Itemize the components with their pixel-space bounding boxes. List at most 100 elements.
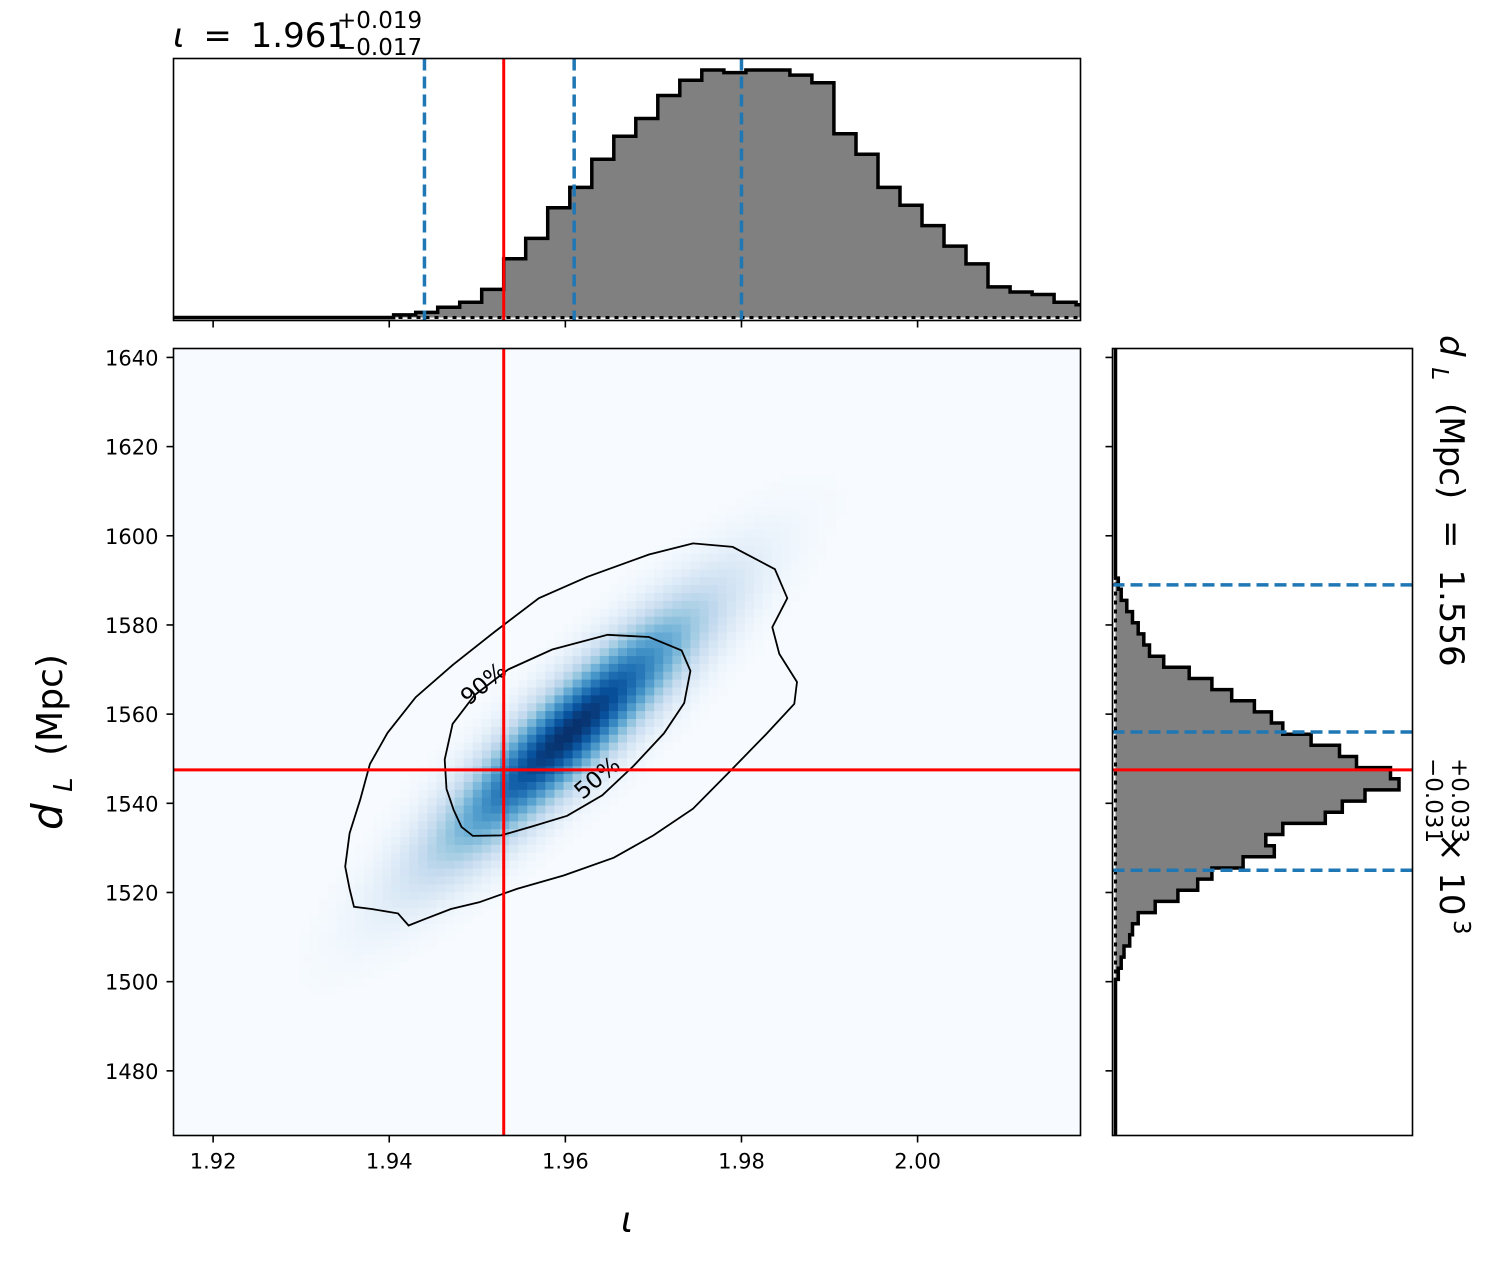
density-cell (808, 521, 819, 531)
density-cell (554, 655, 565, 664)
density-cell (681, 647, 692, 657)
density-cell (717, 521, 728, 531)
density-cell (617, 616, 628, 625)
density-cell (672, 679, 683, 688)
density-cell (436, 742, 447, 751)
density-cell (463, 726, 474, 735)
density-cell (554, 742, 565, 751)
density-cell (363, 852, 374, 861)
density-cell (463, 781, 474, 790)
dl-histogram-bar (1115, 678, 1212, 691)
density-cell (681, 600, 692, 609)
density-cell (627, 686, 637, 696)
density-cell (463, 812, 474, 822)
density-cell (554, 694, 565, 704)
density-cell (699, 568, 710, 578)
density-cell (599, 710, 610, 719)
density-cell (563, 726, 574, 735)
dl-marginal-panel (1105, 347, 1414, 1137)
density-cell (490, 757, 501, 767)
density-cell (799, 568, 809, 578)
density-cell (563, 828, 574, 838)
iota-marginal-frame (172, 57, 1082, 322)
density-cell (735, 600, 746, 609)
density-cell (436, 828, 447, 838)
density-cell (681, 584, 692, 594)
density-cell (545, 742, 556, 751)
iota-histogram-bar (811, 82, 835, 318)
density-cell (672, 616, 683, 625)
density-cell (672, 734, 683, 743)
y-tick-label: 1580 (105, 614, 158, 638)
density-cell (636, 773, 646, 782)
density-cell (418, 891, 429, 900)
density-cell (490, 812, 501, 822)
density-cell (627, 694, 637, 704)
density-cell (608, 757, 619, 767)
density-cell (490, 686, 501, 696)
iota-histogram-bar (1098, 307, 1121, 317)
y-tick-label: 1640 (105, 346, 158, 370)
density-cell (654, 639, 664, 649)
density-cell (581, 694, 592, 704)
density-cell (336, 923, 347, 932)
density-cell (617, 781, 628, 790)
density-cell (481, 828, 492, 838)
density-cell (554, 663, 565, 672)
density-cell (345, 978, 356, 987)
density-cell (663, 608, 673, 617)
density-cell (400, 867, 410, 877)
density-cell (518, 789, 528, 798)
density-cell (481, 844, 492, 853)
iota-marginal-panel (172, 57, 1165, 328)
density-cell (373, 915, 383, 924)
density-cell (744, 631, 755, 641)
iota-histogram-bar (1142, 315, 1165, 318)
dl-histogram-bar (1115, 734, 1312, 746)
density-cell (400, 828, 410, 838)
density-cell (599, 781, 610, 790)
density-cell (518, 812, 528, 822)
density-cell (781, 608, 791, 617)
density-cell (690, 647, 701, 657)
dl-histogram-bar (1115, 745, 1340, 757)
density-cell (472, 883, 483, 893)
density-cell (590, 757, 601, 767)
y-tick-label: 1560 (105, 703, 158, 727)
density-cell (336, 891, 347, 900)
density-cell (445, 923, 456, 932)
density-cell (345, 860, 356, 869)
density-cell (690, 686, 701, 696)
density-cell (717, 647, 728, 657)
density-cell (617, 576, 628, 586)
density-cell (563, 718, 574, 727)
density-cell (772, 537, 782, 546)
density-cell (427, 804, 438, 814)
density-cell (472, 781, 483, 790)
density-cell (726, 529, 737, 538)
density-cell (581, 663, 592, 672)
density-cell (518, 844, 528, 853)
density-cell (726, 592, 737, 601)
density-cell (772, 482, 782, 491)
density-cell (826, 482, 837, 491)
density-cell (536, 789, 546, 798)
density-cell (681, 623, 692, 633)
density-cell (509, 852, 519, 861)
density-cell (817, 537, 828, 546)
density-cell (400, 852, 410, 861)
density-cell (518, 820, 528, 830)
density-cell (645, 710, 655, 719)
density-cell (400, 875, 410, 885)
density-cell (654, 742, 664, 751)
density-cell (763, 505, 773, 515)
density-cell (617, 600, 628, 609)
dl-histogram-bar (1115, 700, 1255, 713)
density-cell (436, 820, 447, 830)
density-cell (717, 616, 728, 625)
y-tick-label: 1500 (105, 971, 158, 995)
density-cell (472, 828, 483, 838)
density-cell (645, 742, 655, 751)
density-cell (645, 553, 655, 562)
density-cell (572, 773, 583, 782)
